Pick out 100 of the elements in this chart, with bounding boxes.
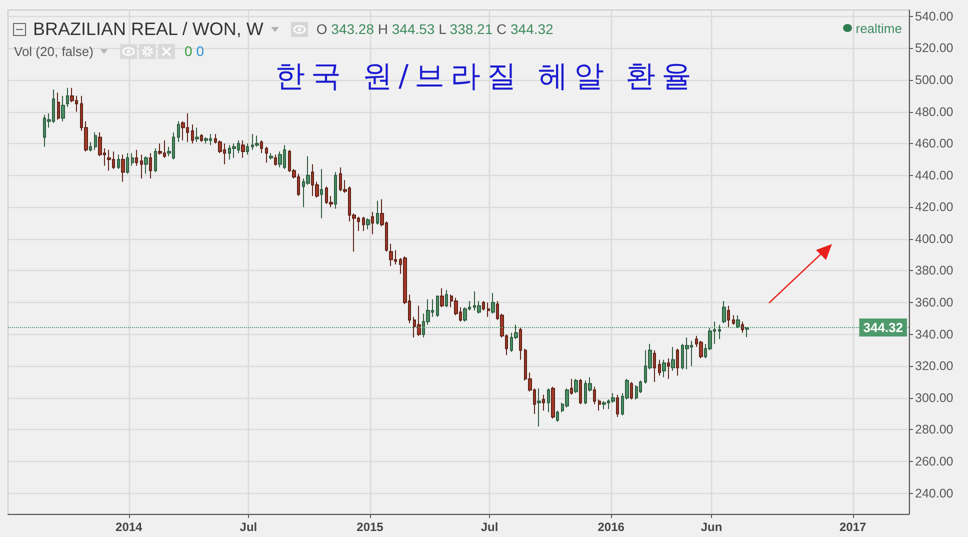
candlestick (685, 337, 689, 370)
candlestick (741, 321, 744, 334)
candlestick (255, 135, 259, 148)
text: 한국 원/브라질 헤알 환율 (275, 58, 698, 96)
candlestick (722, 300, 726, 324)
candlestick (232, 143, 236, 158)
candlestick (107, 149, 111, 172)
candlestick (320, 168, 323, 219)
y-tick-label: 520.00 (915, 41, 954, 56)
candlestick (417, 305, 421, 336)
candlestick (487, 302, 490, 318)
candlestick (144, 156, 148, 174)
candlestick (630, 382, 633, 400)
annotation: realtime (856, 20, 902, 36)
candlestick (371, 211, 374, 235)
y-tick-label: 540.00 (915, 9, 954, 24)
y-tick-label: 240.00 (915, 486, 954, 500)
y-tick-label: 440.00 (915, 168, 954, 182)
candlestick (334, 172, 337, 210)
candlestick (519, 327, 522, 360)
candlestick (699, 340, 703, 359)
y-tick-label: 260.00 (915, 454, 954, 469)
candlestick (241, 140, 245, 158)
x-tick-label: 2017 (840, 520, 867, 534)
candlestick (149, 152, 152, 180)
candlestick (565, 388, 569, 408)
candlestick (366, 218, 370, 230)
x-tick-label: 2015 (356, 520, 384, 534)
candlestick (482, 300, 485, 311)
candlestick (727, 305, 730, 328)
candlestick (269, 152, 273, 160)
ref-line-label: 344.32 (863, 320, 903, 335)
y-tick-label: 420.00 (915, 200, 954, 214)
candlestick (598, 399, 601, 412)
candlestick (89, 141, 92, 152)
candlestick (676, 348, 679, 376)
candlestick (570, 378, 573, 396)
y-tick-label: 360.00 (915, 296, 954, 310)
candlestick (200, 134, 203, 142)
y-tick-label: 280.00 (915, 422, 954, 437)
annotation: 0 0 (184, 43, 204, 59)
candlestick (57, 92, 60, 120)
text: BRAZILIAN REAL / WON, W (33, 18, 264, 40)
candlestick (579, 378, 582, 405)
candlestick (204, 136, 208, 144)
candlestick (135, 149, 138, 166)
candlestick (94, 132, 97, 150)
y-tick-label: 400.00 (915, 232, 954, 246)
candlestick (117, 154, 120, 170)
candlestick (131, 152, 134, 166)
candlestick (177, 120, 180, 142)
y-tick-label: 460.00 (915, 136, 954, 151)
candlestick (362, 216, 365, 232)
candlestick (158, 143, 162, 156)
candlestick (260, 140, 263, 154)
x-tick-label: Jun (700, 520, 722, 534)
candlestick (635, 384, 638, 400)
candlestick (376, 200, 379, 226)
candlestick (547, 388, 550, 413)
candlestick (542, 394, 545, 412)
candlestick (658, 359, 661, 376)
candlestick (66, 87, 69, 108)
candlestick (667, 358, 670, 380)
x-tick-label: Jul (240, 520, 258, 534)
y-tick-label: 480.00 (915, 104, 954, 119)
annotation: Vol (20, false) (14, 44, 94, 58)
candlestick (61, 95, 65, 122)
x-tick-label: Jul (480, 520, 498, 534)
annotation: O 343.28 H 344.53 L 338.21 C 344.32 (316, 21, 554, 37)
candlestick (491, 292, 495, 314)
candlestick (440, 288, 444, 308)
candlestick (602, 400, 606, 410)
candlestick (574, 378, 578, 394)
candlestick (537, 388, 541, 428)
candlestick (551, 386, 555, 420)
candlestick (265, 146, 268, 164)
y-tick-label: 380.00 (915, 264, 954, 278)
y-tick-label: 320.00 (915, 359, 954, 374)
candlestick (662, 359, 666, 378)
candlestick (126, 152, 129, 174)
y-tick-label: 500.00 (915, 72, 954, 87)
candlestick (121, 154, 125, 182)
candlestick (274, 154, 277, 166)
x-tick-label: 2014 (116, 520, 143, 534)
candlestick (140, 154, 143, 180)
candlestick (616, 394, 619, 418)
candlestick (191, 124, 194, 144)
candlestick (732, 314, 735, 326)
candlestick (436, 296, 439, 318)
y-tick-label: 340.00 (915, 327, 954, 342)
candlestick (246, 143, 249, 156)
candlestick (154, 148, 157, 173)
candlestick (556, 410, 559, 422)
y-tick-label: 300.00 (915, 390, 954, 405)
candlestick (389, 243, 393, 266)
x-tick-label: 2016 (598, 520, 625, 534)
candlestick (653, 350, 656, 383)
candlestick (445, 289, 448, 308)
candlestick (671, 346, 675, 372)
candlestick (195, 127, 199, 142)
